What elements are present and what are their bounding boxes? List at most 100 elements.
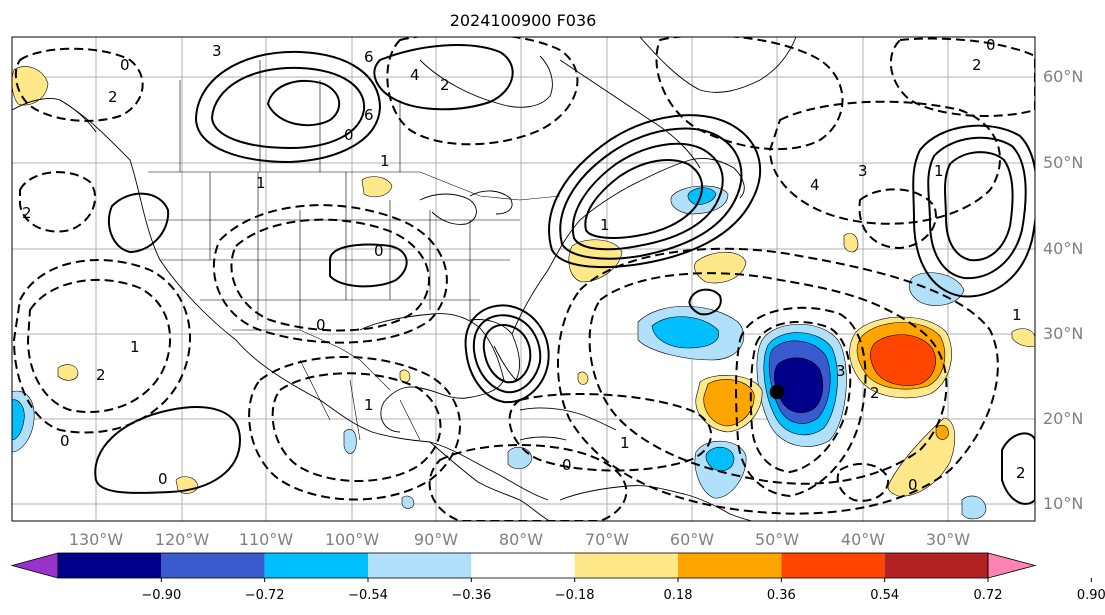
shade-yellow-great-lakes: [361, 176, 393, 198]
lon-label: 100°W: [325, 530, 380, 549]
colorbar-outline: [57, 552, 989, 579]
contour-label: 1: [934, 162, 944, 180]
contour-label: 4: [810, 176, 820, 194]
contour-neg-mexico: [248, 356, 461, 501]
contour-pos-florida-3: [482, 324, 532, 384]
colorbar-tick-label: −0.36: [451, 588, 491, 603]
contour-neg-east-small: [836, 462, 890, 502]
contour-pos-east-us-1: [548, 114, 761, 269]
lon-label: 120°W: [155, 530, 210, 549]
coast-caribbean-islands: [519, 407, 617, 441]
contour-label: 1: [364, 396, 374, 414]
shade-blue-caribbean: [507, 446, 533, 470]
contour-pos-se-corner: [1001, 432, 1035, 505]
contour-label: 1: [256, 174, 266, 192]
contour-label: 2: [870, 384, 880, 402]
coast-greenland: [639, 37, 797, 93]
colorbar-bin: [781, 553, 885, 578]
contour-label: 1: [380, 152, 390, 170]
contour-pos-canada-2: [210, 66, 366, 150]
coast-central-america: [429, 441, 549, 521]
colorbar-extend-max: [987, 552, 1037, 579]
shade-yellow-east-edge: [1011, 328, 1035, 347]
contour-label: 4: [410, 66, 420, 84]
contour-label-group: 0 1 2 3 4 6 2 1 0 4 3 1 0 2 1 0 1 0 0 2 …: [22, 36, 1026, 494]
colorbar-bin: [161, 553, 265, 578]
contour-label: 0: [316, 316, 326, 334]
lon-label: 80°W: [499, 530, 543, 549]
shade-blue-east: [908, 272, 965, 306]
contour-pos-east-us-3: [571, 142, 724, 251]
contour-label: 2: [1016, 464, 1026, 482]
lon-label: 60°W: [670, 530, 714, 549]
contour-neg-caribbean: [508, 393, 712, 472]
contour-label: 1: [620, 434, 630, 452]
lon-label: 110°W: [239, 530, 294, 549]
contour-label: 0: [60, 432, 70, 450]
coastlines: [12, 37, 797, 521]
shade-yellow-canada-east: [843, 233, 859, 253]
lat-label: 40°N: [1043, 239, 1083, 258]
border-us-mexico: [232, 329, 391, 391]
contour-label: 2: [440, 76, 450, 94]
contour-label: 0: [562, 456, 572, 474]
lon-label: 130°W: [69, 530, 124, 549]
shade-blue-newfoundland-core: [687, 187, 717, 205]
shade-blue-south-core: [705, 446, 735, 471]
contour-label: 0: [344, 126, 354, 144]
shade-blue-pacific-core: [12, 399, 25, 441]
contour-neg-atlantic-wide: [588, 272, 948, 485]
colorbar-tick-label: 0.36: [767, 588, 796, 603]
political-borders: [148, 60, 561, 441]
contour-pos-florida-1: [464, 304, 550, 404]
contour-label: 2: [108, 88, 118, 106]
contour-label: 6: [364, 106, 374, 124]
contour-label: 0: [908, 476, 918, 494]
shaded-anomalies: [12, 66, 1035, 520]
shade-orange-se-atlantic: [935, 424, 949, 440]
lon-label: 30°W: [926, 530, 970, 549]
border-mexico-states: [299, 359, 421, 441]
contour-label: 0: [986, 36, 996, 54]
contour-neg-mid-atlantic-2: [749, 321, 852, 474]
shade-blue-se-corner: [961, 495, 987, 520]
coast-great-lakes: [419, 190, 513, 225]
colorbar-bin: [368, 553, 472, 578]
shade-orange-west-atlantic: [703, 379, 755, 427]
colorbar-tick-label: 0.18: [664, 588, 693, 603]
coast-labrador: [559, 59, 701, 169]
contour-pos-canada-3: [266, 79, 340, 127]
colorbar-bin: [574, 553, 678, 578]
shade-blue-west: [651, 316, 719, 349]
contour-label: 0: [374, 242, 384, 260]
contour-neg-central-2: [230, 218, 430, 332]
lon-label: 70°W: [585, 530, 629, 549]
contour-label: 0: [158, 470, 168, 488]
shade-yellow-pacific: [57, 364, 79, 381]
contour-neg-mexico-2: [271, 372, 442, 482]
colorbar-bin: [884, 553, 988, 578]
coast-north-america-west: [59, 99, 549, 501]
longitude-labels: 130°W 120°W 110°W 100°W 90°W 80°W 70°W 6…: [69, 530, 970, 549]
colorbar-tick-label: −0.90: [141, 588, 181, 603]
contour-pos-north-central: [373, 44, 514, 111]
lon-label: 40°W: [841, 530, 885, 549]
contour-pos-central-us: [329, 243, 408, 288]
contour-pos-east-atlantic-1: [912, 124, 1035, 298]
shade-yellow-gulf-small: [399, 369, 411, 383]
coast-gulf-of-mexico: [359, 313, 505, 433]
contour-pos-east-atlantic-3: [944, 151, 1014, 262]
border-canada-provinces: [179, 60, 401, 172]
lat-label: 20°N: [1043, 409, 1083, 428]
contour-neg-atlantic-wide-2: [556, 247, 999, 515]
contour-neg-pacific-north: [19, 171, 97, 233]
contour-neg-north-atlantic: [768, 100, 1001, 225]
contour-neg-south-central: [428, 444, 628, 521]
shade-yellow-caribbean-small: [577, 371, 589, 385]
colorbar-tick-label: −0.54: [348, 588, 388, 603]
shade-blue-midlat-patch: [401, 495, 415, 509]
contour-label: 2: [22, 204, 32, 222]
colorbar-bin: [471, 553, 575, 578]
contours-positive: [94, 44, 1035, 505]
